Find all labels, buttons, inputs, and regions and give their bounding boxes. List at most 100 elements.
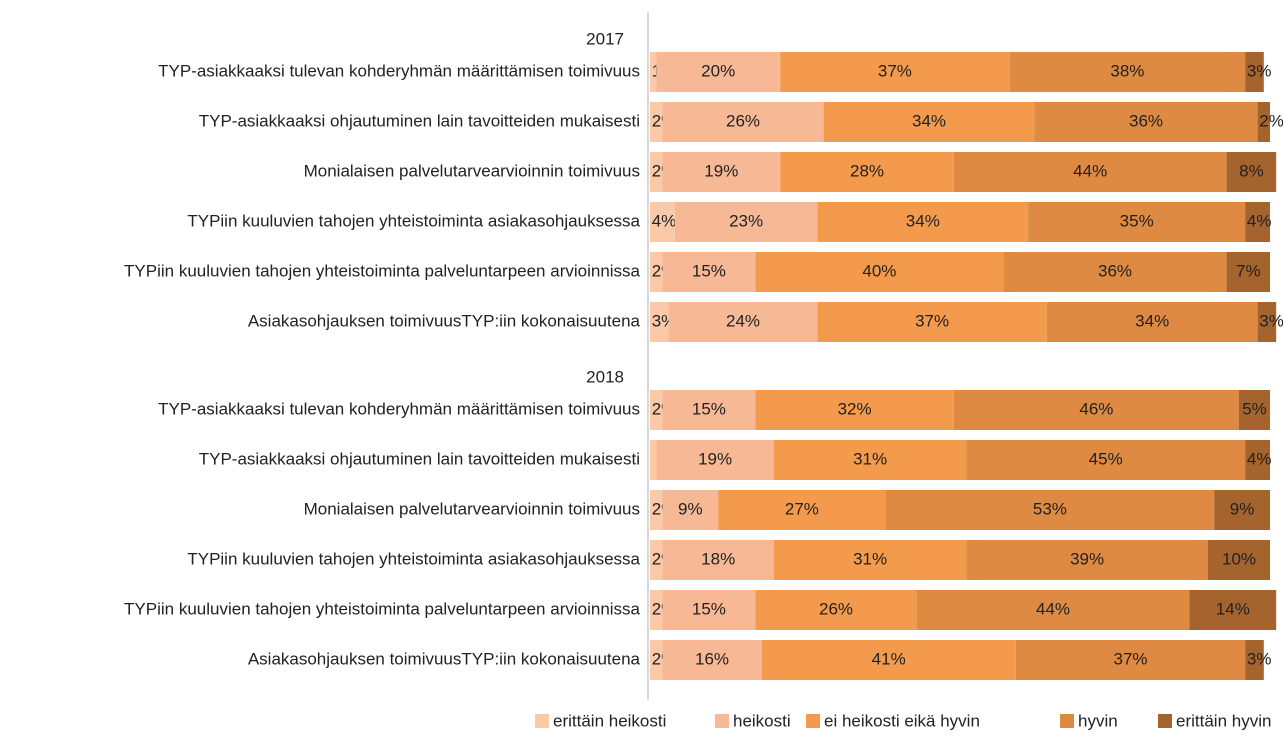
bar-segment [1226, 152, 1277, 192]
category-label: Asiakasohjauksen toimivuusTYP:iin kokona… [248, 649, 641, 668]
value-label: 35% [1120, 211, 1154, 230]
bar-segment [1245, 640, 1264, 680]
value-label: 26% [726, 111, 760, 130]
bar-segment [650, 590, 663, 630]
bar-segment [668, 302, 818, 342]
value-label: 44% [1073, 161, 1107, 180]
value-label: 5% [1242, 399, 1267, 418]
bar-segment [755, 252, 1004, 292]
value-label: 45% [1089, 449, 1123, 468]
value-label: 40% [862, 261, 896, 280]
bar-segment [650, 202, 675, 242]
value-label: 15% [692, 261, 726, 280]
value-label: 32% [838, 399, 872, 418]
value-label: 3% [1259, 311, 1283, 330]
value-label: 19% [698, 449, 732, 468]
bar-segment [953, 152, 1227, 192]
bar-segment [1189, 590, 1277, 630]
bar-segment [662, 490, 719, 530]
category-label: TYPiin kuuluvien tahojen yhteistoiminta … [124, 599, 641, 618]
bar-segment [1028, 202, 1246, 242]
value-label: 16% [695, 649, 729, 668]
bar-segment [780, 152, 954, 192]
value-label: 23% [729, 211, 763, 230]
bar-segment [1046, 302, 1258, 342]
value-label: 26% [819, 599, 853, 618]
value-label: 10% [1222, 549, 1256, 568]
category-label: TYP-asiakkaaksi ohjautuminen lain tavoit… [199, 449, 640, 468]
group-title: 2017 [586, 29, 624, 48]
legend-swatch [535, 714, 549, 728]
bar-segment [662, 590, 756, 630]
value-label: 38% [1110, 61, 1144, 80]
bar-segment [650, 252, 663, 292]
bar-segment [761, 640, 1016, 680]
bar-segment [662, 390, 756, 430]
category-label: TYP-asiakkaaksi ohjautuminen lain tavoit… [199, 111, 640, 130]
bar-segment [817, 202, 1029, 242]
value-label: 31% [853, 549, 887, 568]
bar-segment [780, 52, 1010, 92]
bar-segment [662, 640, 762, 680]
bar-segment [650, 152, 663, 192]
value-label: 15% [692, 599, 726, 618]
bar-segment [1226, 252, 1270, 292]
bar-segment [662, 540, 774, 580]
value-label: 44% [1036, 599, 1070, 618]
bar-segment [650, 540, 663, 580]
value-label: 39% [1070, 549, 1104, 568]
bar-segment [656, 440, 774, 480]
value-label: 8% [1239, 161, 1264, 180]
value-label: 28% [850, 161, 884, 180]
bar-segment [674, 202, 818, 242]
legend-label: heikosti [733, 711, 791, 730]
bar-segment [662, 102, 824, 142]
bar-segment [656, 52, 781, 92]
value-label: 4% [1247, 211, 1272, 230]
bar-segment [885, 490, 1215, 530]
value-label: 4% [652, 211, 677, 230]
bar-segment [1257, 102, 1270, 142]
bar-segment [817, 302, 1047, 342]
value-label: 36% [1129, 111, 1163, 130]
value-label: 3% [1247, 649, 1272, 668]
bar-segment [1003, 252, 1227, 292]
legend-label: erittäin heikosti [553, 711, 666, 730]
value-label: 3% [1247, 61, 1272, 80]
value-label: 7% [1236, 261, 1261, 280]
category-label: TYPiin kuuluvien tahojen yhteistoiminta … [187, 211, 640, 230]
value-label: 27% [785, 499, 819, 518]
value-label: 41% [872, 649, 906, 668]
category-label: Monialaisen palvelutarvearvioinnin toimi… [304, 499, 640, 518]
legend-label: ei heikosti eikä hyvin [824, 711, 980, 730]
bar-segment [650, 302, 669, 342]
bar-segment [650, 440, 657, 480]
category-label: Monialaisen palvelutarvearvioinnin toimi… [304, 161, 640, 180]
legend-swatch [1158, 714, 1172, 728]
bar-segment [650, 102, 663, 142]
bar-segment [1245, 52, 1264, 92]
bar-segment [755, 590, 917, 630]
value-label: 2% [1259, 111, 1283, 130]
category-label: TYPiin kuuluvien tahojen yhteistoiminta … [187, 549, 640, 568]
bar-segment [1208, 540, 1270, 580]
value-label: 46% [1079, 399, 1113, 418]
value-label: 20% [701, 61, 735, 80]
value-label: 24% [726, 311, 760, 330]
bar-segment [718, 490, 886, 530]
bar-segment [916, 590, 1190, 630]
bar-segment [650, 52, 657, 92]
value-label: 18% [701, 549, 735, 568]
bar-segment [755, 390, 954, 430]
bar-segment [1214, 490, 1270, 530]
category-label: TYPiin kuuluvien tahojen yhteistoiminta … [124, 261, 641, 280]
bar-segment [1009, 52, 1246, 92]
bar-segment [966, 440, 1246, 480]
value-label: 15% [692, 399, 726, 418]
bar-segment [650, 640, 663, 680]
bar-segment [774, 440, 967, 480]
value-label: 37% [878, 61, 912, 80]
bar-segment [953, 390, 1239, 430]
bar-segment [662, 252, 756, 292]
